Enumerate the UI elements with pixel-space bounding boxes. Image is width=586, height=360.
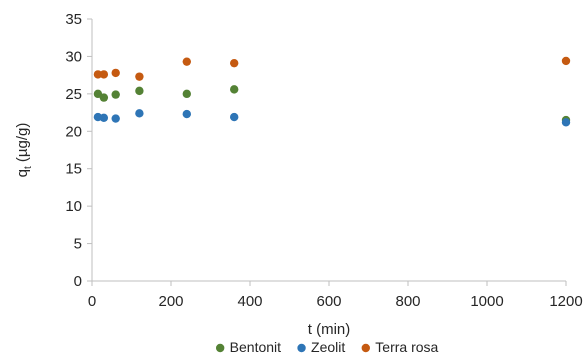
data-point-zeolit <box>111 114 120 123</box>
x-tick-label: 600 <box>316 293 341 310</box>
legend-marker <box>297 343 306 353</box>
x-tick-label: 800 <box>395 293 420 310</box>
data-point-zeolit <box>561 118 571 127</box>
legend-item: Zeolit <box>297 339 345 355</box>
data-point-zeolit <box>182 109 191 119</box>
y-tick-label: 15 <box>65 161 82 178</box>
data-point-bentonit <box>135 86 144 96</box>
x-axis-ticks: 0 200 400 600 800 1000 1200 <box>88 281 583 310</box>
data-point-terra-rosa <box>135 72 144 81</box>
y-tick-label: 20 <box>65 123 82 140</box>
data-point-terra-rosa <box>93 70 103 79</box>
data-point-terra-rosa <box>111 68 120 78</box>
x-tick-label: 1000 <box>470 293 503 310</box>
x-tick-label: 0 <box>88 293 96 310</box>
x-axis-label: t (min) <box>308 321 351 338</box>
data-point-terra-rosa <box>561 56 571 66</box>
data-point-zeolit <box>230 112 239 122</box>
data-point-zeolit <box>135 109 144 118</box>
data-point-terra-rosa <box>182 57 191 66</box>
data-point-bentonit <box>99 93 109 102</box>
data-point-terra-rosa <box>230 58 239 68</box>
data-point-terra-rosa <box>99 70 109 79</box>
data-point-bentonit <box>230 85 239 94</box>
y-axis-ticks: 0 5 10 15 20 25 30 35 <box>65 11 92 290</box>
y-tick-label: 25 <box>65 86 82 103</box>
legend: Bentonit Zeolit Terra rosa <box>215 339 439 355</box>
legend-marker <box>215 343 225 353</box>
y-tick-label: 30 <box>65 48 82 65</box>
y-axis-label-subscript: t <box>23 166 34 169</box>
y-tick-label: 35 <box>65 11 82 28</box>
x-tick-label: 400 <box>237 293 262 310</box>
legend-label: Terra rosa <box>375 339 438 355</box>
legend-item: Terra rosa <box>361 339 439 355</box>
y-tick-label: 10 <box>65 198 82 215</box>
data-point-bentonit <box>182 89 191 99</box>
y-axis-label: qt (µg/g) <box>14 123 34 178</box>
data-points <box>93 56 571 127</box>
y-tick-label: 5 <box>74 236 82 253</box>
x-tick-label: 1200 <box>549 293 582 310</box>
data-point-bentonit <box>111 90 120 99</box>
y-axis-label-unit: (µg/g) <box>14 123 31 167</box>
y-axis-label-main: q <box>14 169 31 177</box>
x-tick-label: 200 <box>158 293 183 310</box>
legend-label: Bentonit <box>230 339 281 355</box>
legend-marker <box>361 343 370 353</box>
data-point-zeolit <box>99 113 109 123</box>
y-tick-label: 0 <box>74 273 82 290</box>
legend-item: Bentonit <box>215 339 281 355</box>
legend-label: Zeolit <box>311 339 345 355</box>
